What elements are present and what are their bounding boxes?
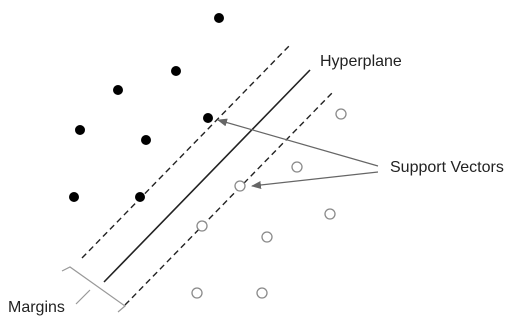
- class-b-point: [196, 220, 208, 232]
- class-a-point: [135, 192, 145, 202]
- margin-bracket: [61, 266, 126, 313]
- class-b-point: [256, 287, 268, 299]
- class-a-point: [214, 13, 224, 23]
- class-a-point: [113, 85, 123, 95]
- lower-margin-line: [124, 92, 333, 306]
- margin-bracket-tick: [75, 289, 91, 305]
- class-a-support-vector: [203, 113, 213, 123]
- class-a-point: [75, 125, 85, 135]
- class-a-points: [69, 13, 224, 202]
- class-b-point: [261, 231, 273, 243]
- hyperplane-line: [103, 69, 311, 283]
- class-a-point: [171, 66, 181, 76]
- class-a-point: [141, 135, 151, 145]
- class-b-point: [335, 108, 347, 120]
- upper-margin-line: [81, 44, 291, 259]
- support-vectors-label: Support Vectors: [390, 159, 504, 176]
- margins-label: Margins: [8, 299, 65, 316]
- support-vector-arrow-top: [217, 118, 379, 167]
- class-b-support-vector: [234, 180, 246, 192]
- hyperplane-label: Hyperplane: [320, 53, 402, 70]
- class-a-point: [69, 192, 79, 202]
- support-vector-arrow-bottom: [251, 171, 379, 189]
- class-b-points: [191, 108, 347, 299]
- class-b-point: [191, 287, 203, 299]
- class-b-point: [324, 208, 336, 220]
- class-b-point: [291, 161, 303, 173]
